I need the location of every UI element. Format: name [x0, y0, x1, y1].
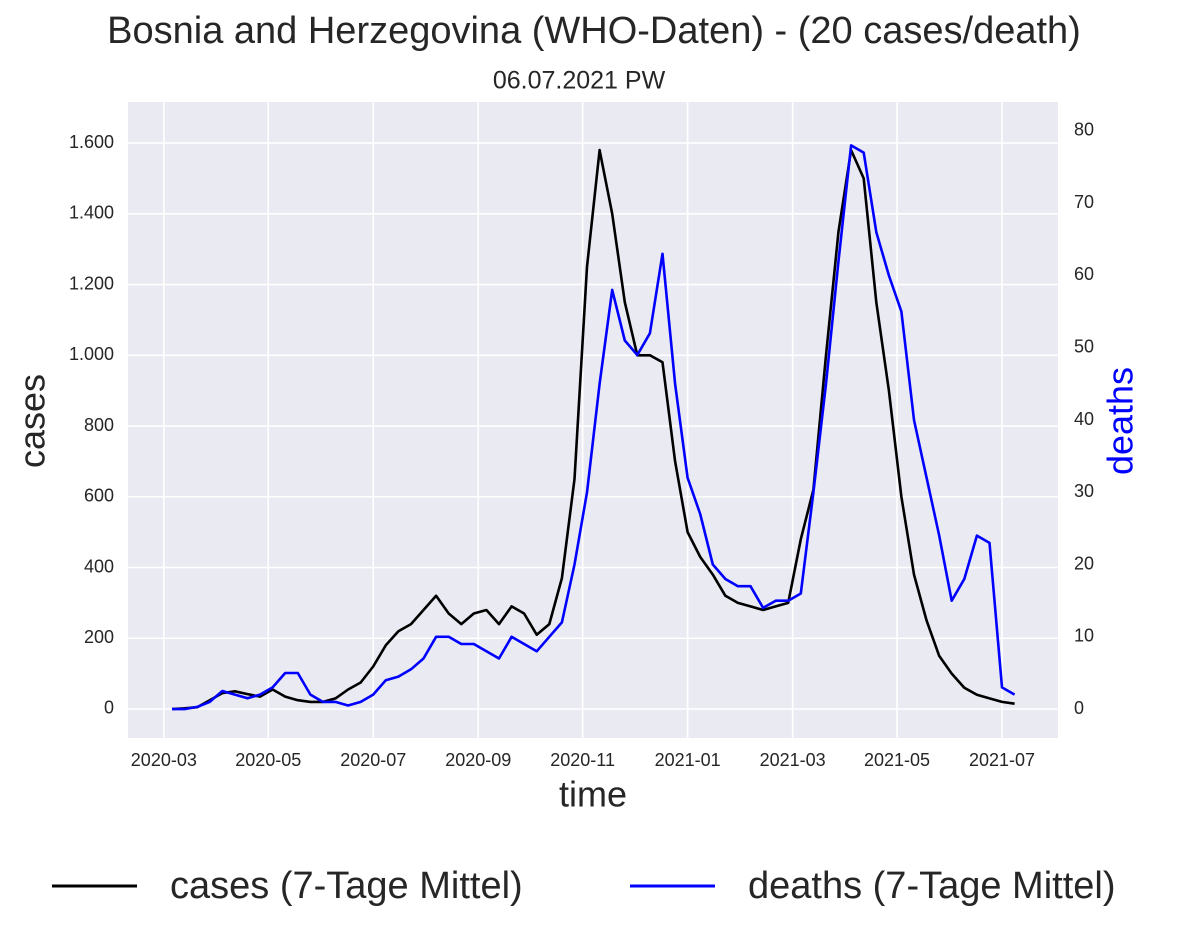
- y2-tick-label: 30: [1074, 481, 1094, 501]
- y-tick-label: 800: [84, 415, 114, 435]
- x-tick-label: 2020-09: [445, 750, 511, 770]
- legend-label: deaths (7-Tage Mittel): [748, 865, 1116, 907]
- x-tick-label: 2020-11: [550, 750, 615, 770]
- x-tick-label: 2020-03: [131, 750, 197, 770]
- y-tick-label: 1.000: [69, 344, 114, 364]
- y2-tick-label: 20: [1074, 553, 1094, 573]
- data-line: [171, 148, 1015, 711]
- legend-label: cases (7-Tage Mittel): [170, 865, 523, 907]
- y-tick-label: 1.200: [69, 273, 114, 293]
- y-tick-label: 0: [104, 698, 114, 718]
- x-tick-label: 2021-05: [864, 750, 930, 770]
- y2-tick-label: 40: [1074, 409, 1094, 429]
- y2-tick-label: 60: [1074, 264, 1094, 284]
- y-axis-label: cases: [12, 374, 53, 468]
- y-tick-label: 1.600: [69, 132, 114, 152]
- chart-title: Bosnia and Herzegovina (WHO-Daten) - (20…: [107, 10, 1081, 52]
- x-tick-label: 2021-03: [760, 750, 826, 770]
- x-tick-label: 2020-07: [340, 750, 406, 770]
- data-line: [172, 144, 1016, 711]
- y-tick-label: 1.400: [69, 203, 114, 223]
- chart-subtitle: 06.07.2021 PW: [493, 67, 666, 95]
- y2-tick-label: 0: [1074, 698, 1084, 718]
- y2-tick-label: 10: [1074, 626, 1094, 646]
- y-tick-label: 200: [84, 627, 114, 647]
- y2-axis-label: deaths: [1100, 367, 1141, 475]
- y2-tick-label: 70: [1074, 192, 1094, 212]
- y2-tick-label: 80: [1074, 120, 1094, 140]
- x-tick-label: 2020-05: [235, 750, 301, 770]
- y2-tick-label: 50: [1074, 336, 1094, 356]
- x-tick-label: 2021-07: [969, 750, 1035, 770]
- y-tick-label: 400: [84, 556, 114, 576]
- x-tick-label: 2021-01: [655, 750, 721, 770]
- x-axis-label: time: [559, 774, 627, 815]
- y-tick-label: 600: [84, 486, 114, 506]
